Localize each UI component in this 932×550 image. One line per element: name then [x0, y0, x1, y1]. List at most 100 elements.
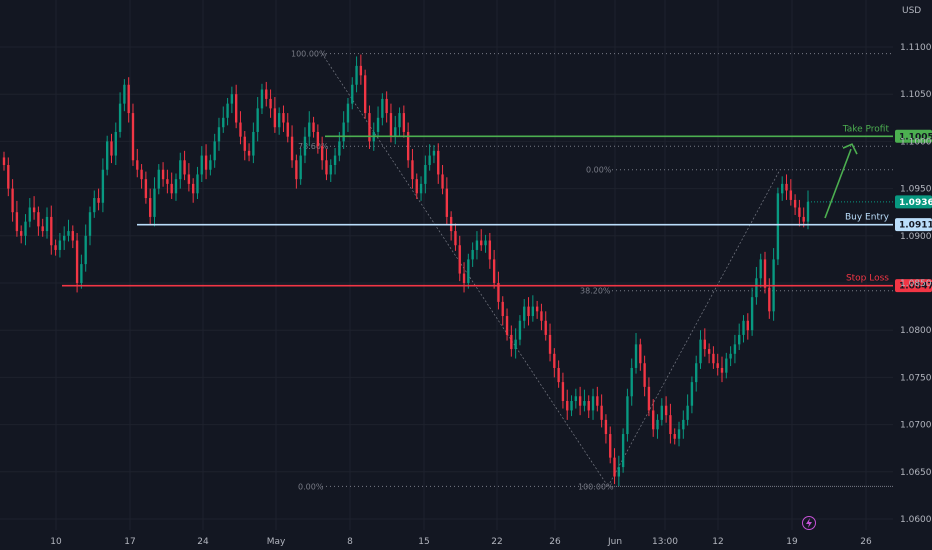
candle: [604, 414, 608, 444]
candle-body: [647, 386, 651, 411]
candle-body: [652, 410, 655, 430]
candle: [544, 311, 547, 341]
candle-body: [406, 131, 410, 161]
candle-body: [505, 316, 509, 335]
candle: [290, 125, 294, 168]
candle-body: [256, 108, 259, 132]
candle: [88, 206, 92, 246]
candle-body: [411, 160, 414, 180]
candle-body: [110, 141, 113, 156]
candle-body: [41, 226, 44, 232]
candle: [329, 159, 332, 182]
candle-body: [97, 198, 100, 203]
candle: [230, 86, 234, 114]
candle-body: [37, 212, 40, 227]
candle-body: [699, 339, 702, 364]
level-stop-loss: Stop Loss 1.08472: [62, 274, 932, 293]
candle: [67, 219, 70, 242]
candle: [161, 162, 165, 187]
candle-body: [621, 434, 625, 468]
candle: [363, 69, 367, 119]
candle: [583, 389, 586, 412]
candle: [806, 190, 810, 230]
candle-body: [183, 160, 186, 175]
candle-body: [596, 396, 599, 406]
y-tick-label: 1.08000: [900, 326, 932, 336]
y-tick-label: 1.10000: [900, 137, 932, 147]
candle: [488, 232, 492, 269]
candle: [531, 295, 535, 322]
candle: [677, 421, 681, 447]
candle-body: [2, 157, 6, 165]
candle-body: [316, 131, 320, 147]
candle-body: [725, 358, 728, 373]
candle-body: [793, 199, 797, 208]
candle-body: [269, 98, 272, 109]
candle-body: [553, 353, 556, 368]
x-tick-label: 24: [197, 537, 209, 547]
x-tick-label: 22: [491, 537, 502, 547]
candle: [424, 155, 427, 194]
candle-body: [299, 155, 302, 180]
candle-body: [630, 367, 633, 397]
candle: [557, 360, 560, 388]
arrow-head: [842, 143, 858, 155]
candle-body: [106, 141, 109, 170]
candle: [587, 395, 590, 418]
candle-body: [252, 131, 255, 156]
price-axis[interactable]: 1.11000 1.10500 1.10000 1.09500 1.09000 1.085…: [900, 43, 932, 525]
candle-body: [243, 136, 246, 151]
candle: [591, 388, 595, 420]
candle-body: [222, 117, 225, 128]
candle: [277, 107, 281, 135]
candle-body: [776, 193, 780, 260]
y-tick-label: 1.07500: [900, 373, 932, 383]
candle-body: [84, 235, 87, 265]
candle-body: [742, 320, 745, 335]
candle-body: [669, 415, 672, 435]
candle-body: [785, 183, 788, 191]
candle-body: [591, 396, 595, 411]
candle-body: [398, 113, 401, 128]
candle: [346, 97, 350, 132]
candle: [510, 325, 513, 357]
y-tick-label: 1.09000: [900, 232, 932, 242]
candle-body: [729, 353, 732, 359]
candle-body: [45, 216, 49, 232]
candle: [793, 194, 797, 216]
candle: [733, 334, 737, 364]
candle: [308, 111, 311, 147]
candle: [84, 224, 87, 272]
candle: [148, 188, 152, 225]
candle-body: [626, 396, 629, 435]
candle-body: [355, 65, 358, 85]
candle: [402, 105, 406, 138]
candle: [690, 376, 694, 414]
candle-body: [303, 136, 307, 156]
candle-body: [54, 245, 57, 250]
candle-body: [738, 334, 741, 345]
candle-body: [497, 283, 500, 302]
candle: [50, 205, 53, 255]
candle-body: [643, 363, 646, 387]
candle-body: [260, 89, 264, 109]
candle: [626, 388, 629, 442]
candle-body: [604, 419, 608, 435]
candle-body: [690, 382, 694, 406]
candle: [501, 296, 504, 326]
candle-body: [475, 240, 479, 250]
candle: [703, 328, 706, 357]
lightning-icon[interactable]: [802, 516, 816, 530]
candle-body: [346, 103, 350, 123]
fib-label: 0.00%: [586, 166, 612, 175]
time-axis[interactable]: 10 17 24 May 8 15 22 26 Jun 13:00 12 19 26: [50, 537, 872, 547]
candle-body: [381, 98, 384, 118]
candle: [295, 154, 298, 189]
candle: [432, 145, 436, 164]
candle: [561, 372, 565, 409]
candle-body: [424, 165, 427, 184]
last-price-label: 1.09360: [899, 198, 932, 208]
candle: [166, 169, 169, 194]
candle-body: [781, 183, 784, 194]
